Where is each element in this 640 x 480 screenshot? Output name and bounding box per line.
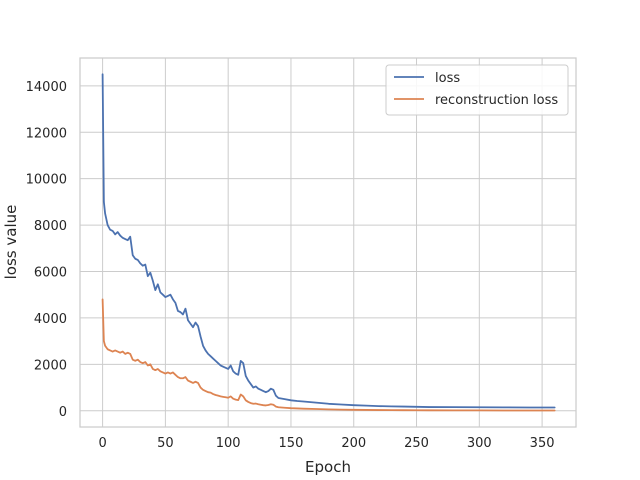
x-tick-label: 0 bbox=[98, 436, 106, 451]
y-tick-label: 2000 bbox=[34, 358, 67, 373]
y-tick-label: 0 bbox=[59, 405, 67, 420]
y-tick-label: 6000 bbox=[34, 266, 67, 281]
x-tick-label: 100 bbox=[216, 436, 241, 451]
y-tick-labels: 0 2000 4000 6000 8000 10000 12000 14000 bbox=[26, 80, 67, 420]
y-tick-label: 10000 bbox=[26, 173, 67, 188]
x-tick-label: 300 bbox=[467, 436, 492, 451]
y-axis-label: loss value bbox=[2, 205, 20, 280]
series-line-loss bbox=[101, 73, 556, 409]
y-tick-label: 8000 bbox=[34, 219, 67, 234]
y-tick-label: 14000 bbox=[26, 80, 67, 95]
plot-area bbox=[80, 58, 576, 427]
series-layer bbox=[101, 73, 556, 412]
x-axis-label: Epoch bbox=[305, 458, 351, 476]
x-tick-label: 150 bbox=[279, 436, 304, 451]
legend: loss reconstruction loss bbox=[385, 64, 569, 116]
grid-lines bbox=[80, 58, 576, 427]
x-tick-label: 250 bbox=[404, 436, 429, 451]
legend-label-loss: loss bbox=[435, 71, 460, 86]
legend-label-reconstruction-loss: reconstruction loss bbox=[435, 93, 558, 108]
legend-box bbox=[385, 64, 569, 116]
y-tick-label: 4000 bbox=[34, 312, 67, 327]
x-tick-label: 200 bbox=[341, 436, 366, 451]
series-line-reconstruction-loss bbox=[101, 298, 556, 412]
x-tick-label: 350 bbox=[530, 436, 555, 451]
plot-frame bbox=[79, 57, 577, 428]
y-tick-label: 12000 bbox=[26, 126, 67, 141]
x-tick-labels: 0 50 100 150 200 250 300 350 bbox=[98, 436, 554, 451]
x-tick-label: 50 bbox=[157, 436, 174, 451]
